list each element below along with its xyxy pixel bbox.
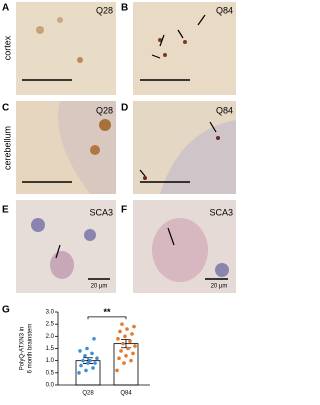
x-tick-label: Q84 (120, 391, 132, 397)
data-point (116, 336, 120, 341)
panel-letter: F (121, 205, 127, 216)
x-tick-label: Q28 (82, 391, 94, 397)
data-point (131, 351, 135, 356)
data-point (91, 366, 95, 370)
data-point (92, 336, 96, 341)
micrographs (16, 2, 236, 293)
data-point (122, 361, 126, 365)
figure: cortex cerebellum A Q28 B Q84 C Q28 D Q84 E SCA3 2… (2, 2, 236, 397)
data-point (126, 346, 130, 351)
data-point (128, 339, 132, 344)
data-point (95, 356, 99, 361)
y-tick-label: 1.5 (46, 346, 55, 352)
data-point (132, 324, 136, 329)
region-label: cortex (2, 35, 12, 60)
data-point (129, 358, 133, 363)
data-point (125, 327, 129, 331)
page: cortex cerebellum A Q28 B Q84 C Q28 D Q84 E SCA3 2… (2, 2, 236, 397)
panel-letter: E (2, 205, 9, 216)
data-point (93, 361, 97, 365)
data-point (84, 368, 88, 373)
data-point (123, 334, 127, 339)
panel-label: SCA3 (89, 207, 113, 217)
y-tick-label: 2.5 (46, 322, 55, 328)
panel-letter: D (121, 103, 128, 114)
significance-bracket (87, 316, 127, 320)
panel-letter: C (2, 103, 9, 114)
significance: ** (103, 307, 111, 317)
data-point (118, 329, 122, 334)
panel-letter: A (2, 3, 9, 14)
data-point (133, 344, 137, 348)
data-point (124, 354, 128, 358)
data-point (85, 346, 89, 351)
data-point (121, 341, 125, 346)
scale-label: 20 µm (91, 284, 108, 290)
panel-letter: G (2, 305, 10, 316)
panel-label: Q28 (96, 105, 113, 115)
data-point (90, 351, 94, 356)
data-point (88, 358, 92, 363)
panel-label: Q84 (216, 5, 233, 15)
panel-label: Q28 (96, 5, 113, 15)
data-point (83, 354, 87, 358)
y-tick-label: 0.0 (46, 383, 55, 389)
y-axis-label: PolyQ-ATXN3 in (20, 327, 26, 371)
y-axis-label: 6 month brainstem (28, 324, 34, 374)
y-tick-label: 2.0 (46, 334, 55, 340)
y-tick-label: 0.5 (46, 370, 55, 376)
y-tick-label: 1.0 (46, 358, 55, 364)
data-point (130, 332, 134, 336)
data-point (120, 322, 124, 326)
y-tick-label: 3.0 (46, 310, 55, 316)
data-point (78, 349, 82, 353)
data-point (86, 361, 90, 365)
bar (113, 343, 139, 386)
data-point (77, 371, 81, 375)
data-point (117, 356, 121, 361)
data-point (119, 349, 123, 353)
panel-label: Q84 (216, 105, 233, 115)
panel-letter: B (121, 3, 128, 14)
region-label: cerebellum (2, 126, 12, 170)
data-point (79, 363, 83, 368)
data-point (115, 368, 119, 373)
panel-label: SCA3 (209, 207, 233, 217)
data-point (81, 358, 85, 363)
scale-label: 20 µm (211, 284, 228, 290)
